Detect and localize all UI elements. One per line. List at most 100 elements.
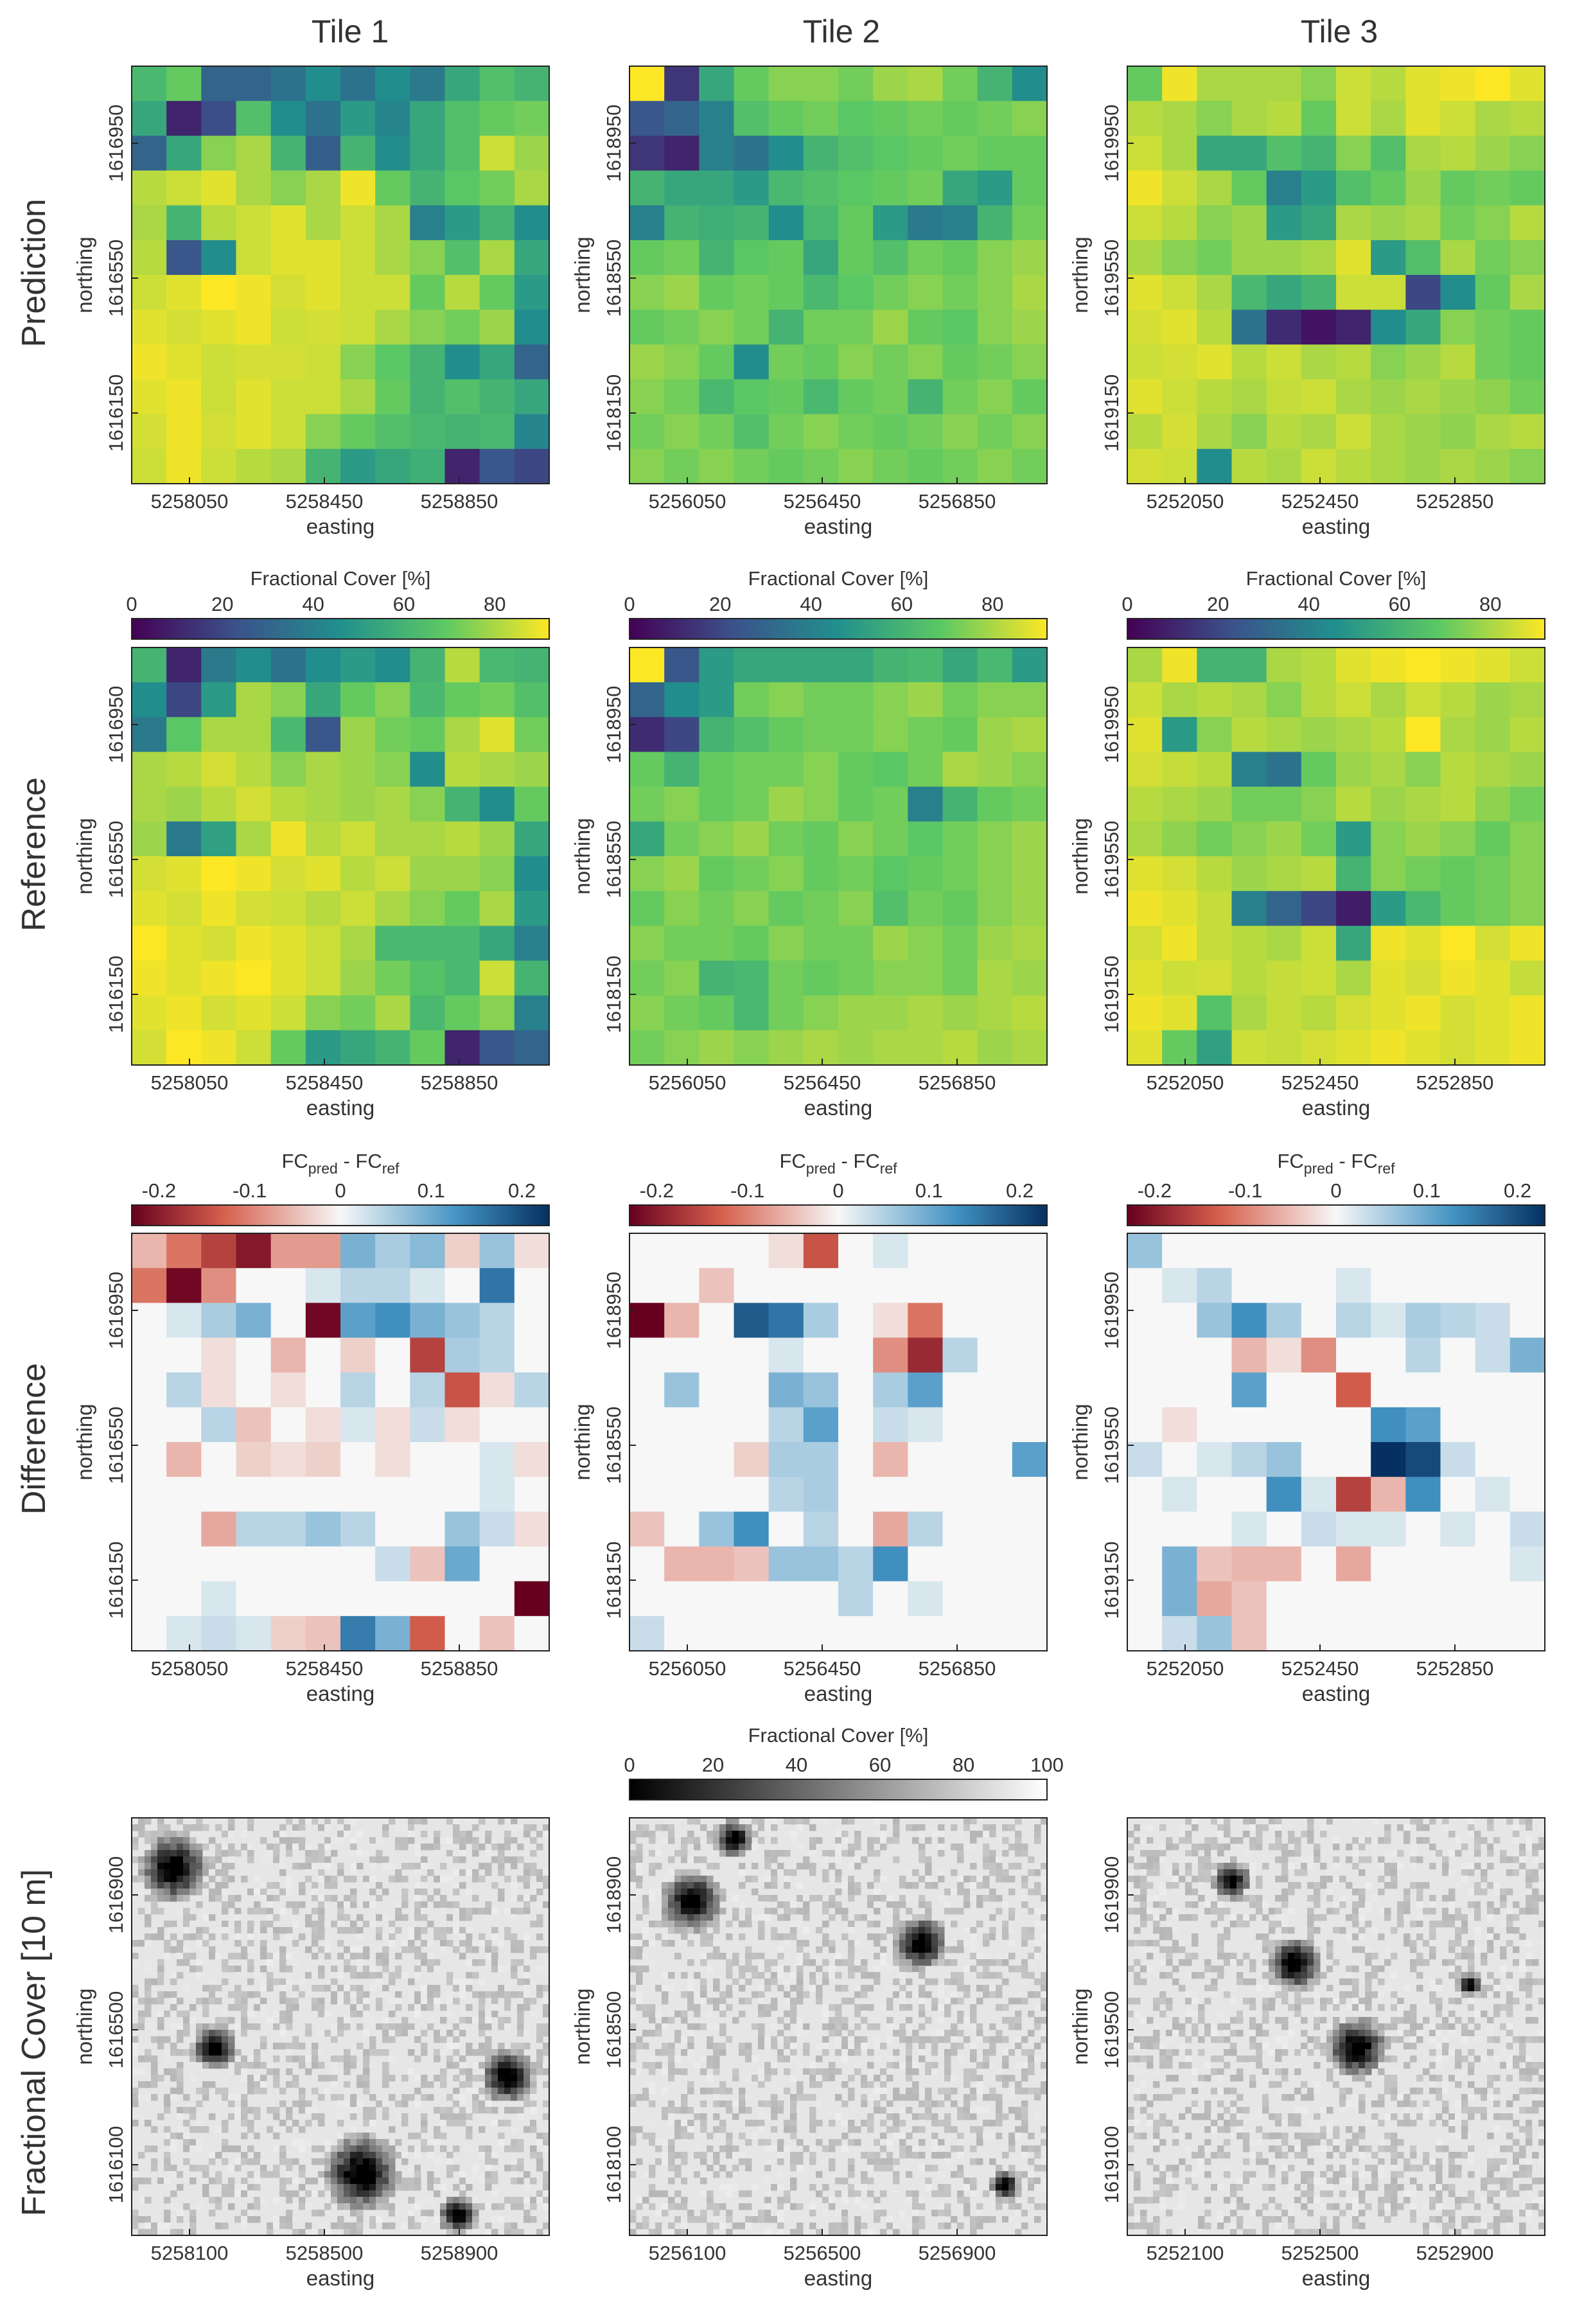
heatmap-cell: [1266, 205, 1302, 241]
gray-map-pixel: [758, 2004, 765, 2011]
gray-map-pixel: [267, 2062, 274, 2069]
heatmap-cell: [1405, 344, 1441, 380]
heatmap-cell: [1405, 1030, 1441, 1066]
gray-map-pixel: [350, 1991, 357, 1998]
gray-map-pixel: [421, 2139, 428, 2146]
panel-2-1: 5256050 5256450 52568501618950161855016181…: [570, 1233, 1048, 1705]
gray-map-pixel: [369, 1972, 376, 1979]
gray-map-pixel: [382, 2107, 389, 2114]
gray-map-pixel: [350, 2113, 357, 2120]
gray-map-pixel: [260, 2088, 267, 2095]
gray-map-pixel: [893, 1959, 900, 1966]
gray-map-pixel: [970, 1844, 977, 1851]
gray-map-pixel: [401, 2184, 409, 2191]
heatmap-cell: [1162, 856, 1197, 892]
heatmap-cell: [977, 960, 1013, 996]
heatmap-cell: [908, 1233, 944, 1269]
gray-map-pixel: [145, 1882, 152, 1889]
gray-map-pixel: [874, 2023, 881, 2030]
gray-map-pixel: [350, 1946, 357, 1953]
gray-map-pixel: [758, 1901, 765, 1908]
gray-map-pixel: [530, 2107, 537, 2114]
gray-map-pixel: [363, 2229, 370, 2236]
gray-map-pixel: [440, 2210, 447, 2217]
gray-map-pixel: [491, 2068, 498, 2075]
gray-map-pixel: [440, 2133, 447, 2140]
heatmap-cell: [132, 240, 167, 276]
heatmap-cell: [514, 136, 550, 172]
gray-map-pixel: [707, 1901, 714, 1908]
gray-map-pixel: [829, 2062, 836, 2069]
heatmap-cell: [166, 856, 202, 892]
gray-map-pixel: [944, 2068, 951, 2075]
gray-map-pixel: [919, 1901, 926, 1908]
gray-map-pixel: [491, 1959, 498, 1966]
gray-map-pixel: [254, 2107, 261, 2114]
gray-map-pixel: [491, 2178, 498, 2185]
gray-map-pixel: [784, 2068, 791, 2075]
gray-map-pixel: [318, 2158, 325, 2165]
heatmap-cell: [838, 647, 874, 683]
gray-map-pixel: [286, 2068, 293, 2075]
gray-map-pixel: [681, 1882, 688, 1889]
gray-map-pixel: [511, 2139, 518, 2146]
heatmap-cell: [1162, 414, 1197, 450]
gray-map-pixel: [861, 2081, 868, 2088]
gray-map-pixel: [912, 1921, 919, 1928]
gray-map-pixel: [796, 2023, 804, 2030]
gray-map-pixel: [1028, 2062, 1035, 2069]
heatmap-cell: [1266, 170, 1302, 206]
heatmap-cell: [1509, 275, 1545, 310]
heatmap-cell: [629, 786, 665, 822]
gray-map-pixel: [421, 2210, 428, 2217]
gray-map-pixel: [151, 2223, 158, 2230]
gray-map-pixel: [951, 1824, 958, 1831]
heatmap-cell: [410, 1407, 446, 1443]
gray-map-pixel: [151, 2216, 158, 2223]
gray-map-pixel: [254, 2158, 261, 2165]
gray-map-pixel: [202, 2094, 209, 2101]
gray-map-pixel: [1041, 1895, 1048, 1902]
gray-map-pixel: [215, 2178, 222, 2185]
gray-map-pixel: [312, 1927, 319, 1934]
heatmap-cell: [1266, 717, 1302, 753]
gray-map-pixel: [138, 1940, 145, 1947]
gray-map-pixel: [726, 2088, 733, 2095]
gray-map-pixel: [771, 1959, 778, 1966]
gray-map-pixel: [408, 2030, 415, 2037]
gray-map-pixel: [700, 1876, 707, 1883]
gray-map-pixel: [517, 1844, 524, 1851]
gray-map-pixel: [919, 1953, 926, 1960]
y-tick-label: 1616100: [105, 2126, 127, 2204]
gray-map-pixel: [524, 2184, 531, 2191]
gray-map-pixel: [700, 1927, 707, 1934]
heatmap-cell: [838, 926, 874, 962]
heatmap-cell: [410, 1337, 446, 1373]
gray-map-pixel: [459, 1869, 466, 1876]
gray-map-pixel: [796, 2017, 804, 2024]
gray-map-pixel: [414, 2004, 421, 2011]
heatmap-cell: [236, 205, 272, 241]
gray-map-pixel: [739, 2088, 746, 2095]
gray-map-pixel: [983, 1863, 990, 1870]
gray-map-pixel: [446, 1856, 453, 1863]
heatmap-cell: [1301, 1372, 1337, 1408]
gray-map-pixel: [228, 1831, 235, 1838]
heatmap-cell: [1197, 786, 1233, 822]
gray-map-pixel: [395, 1837, 402, 1844]
gray-map-pixel: [260, 1966, 267, 1973]
gray-map-pixel: [267, 2171, 274, 2178]
gray-map-pixel: [504, 1966, 511, 1973]
heatmap-cell: [444, 1546, 480, 1582]
gray-map-pixel: [440, 1908, 447, 1915]
gray-map-pixel: [434, 1985, 441, 1992]
gray-map-pixel: [177, 1876, 184, 1883]
gray-map-pixel: [511, 2081, 518, 2088]
gray-map-pixel: [758, 1940, 765, 1947]
heatmap-cell: [1440, 1303, 1476, 1339]
heatmap-cell: [1197, 66, 1233, 101]
gray-map-pixel: [299, 1991, 306, 1998]
heatmap-cell: [908, 1030, 944, 1066]
heatmap-cell: [1162, 1511, 1197, 1547]
gray-map-pixel: [453, 1882, 460, 1889]
